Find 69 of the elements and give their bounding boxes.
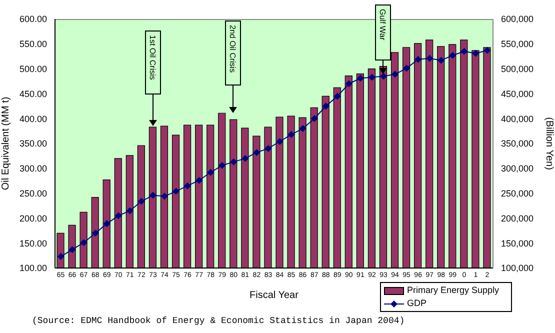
- point: [253, 148, 260, 156]
- point: [92, 230, 99, 237]
- y2-tick-label: 150,000: [501, 238, 534, 248]
- annotation: 1st Oil Crisis: [148, 35, 157, 80]
- y2-tick-label: 400,000: [501, 114, 534, 124]
- point: [126, 207, 134, 214]
- point: [196, 176, 203, 184]
- point: [310, 115, 318, 122]
- y2-axis-title: (Billion Yen): [543, 117, 554, 170]
- point: [230, 158, 238, 166]
- point: [184, 182, 192, 190]
- y2-tick-label: 250,000: [501, 188, 534, 198]
- text: (Source: EDMC Handbook of Energy & Economic Statistics in Japan 2004): [32, 316, 405, 326]
- point: [345, 80, 352, 88]
- x-axis-title: Fiscal Year: [250, 290, 300, 301]
- point: [356, 74, 364, 82]
- point: [103, 220, 110, 228]
- point: [57, 253, 64, 260]
- y2-tick-label: 100,000: [501, 263, 534, 274]
- y-tick-label: 450.00: [19, 88, 47, 99]
- y2-tick-label: 300,000: [501, 164, 534, 174]
- legend-label: GDP: [407, 298, 427, 308]
- point: [288, 131, 295, 138]
- y2-tick-label: 350,000: [501, 138, 534, 149]
- point: [68, 246, 76, 254]
- point: [392, 70, 399, 78]
- y2-tick-label: 200,000: [501, 213, 534, 224]
- point: [161, 192, 168, 200]
- point: [218, 162, 226, 169]
- point: [242, 154, 249, 162]
- y-tick-label: 350.00: [19, 138, 47, 149]
- annotation: Gulf War: [378, 9, 387, 41]
- y-tick-label: 150.00: [19, 238, 47, 248]
- y-tick-label: 600.00: [19, 14, 47, 24]
- y2-tick-label: 500,000: [501, 64, 534, 74]
- legend-label: Primary Energy Supply: [407, 285, 500, 295]
- point: [138, 198, 145, 205]
- point: [207, 168, 214, 176]
- y2-tick-label: 550,000: [501, 39, 534, 50]
- y-axis-title: Oil Equivalent (MM t): [0, 96, 12, 190]
- point: [264, 144, 272, 152]
- y-tick-label: 100.00: [19, 263, 47, 274]
- point: [380, 72, 387, 80]
- y-tick-label: 400.00: [19, 114, 47, 124]
- y-tick-label: 300.00: [19, 164, 47, 174]
- y-tick-label: 250.00: [19, 188, 47, 198]
- point: [484, 46, 491, 54]
- point: [403, 64, 410, 72]
- annotation: 2nd Oil Crisis: [228, 25, 237, 73]
- point: [460, 48, 468, 55]
- y-tick-label: 550.00: [19, 39, 47, 50]
- point: [172, 188, 180, 195]
- point: [299, 125, 306, 132]
- point: [80, 239, 88, 246]
- point: [322, 102, 330, 110]
- point: [414, 56, 422, 63]
- y-tick-label: 200.00: [19, 213, 47, 224]
- y-tick-label: 500.00: [19, 64, 47, 74]
- point: [472, 50, 480, 57]
- point: [149, 192, 156, 199]
- point: [276, 138, 284, 146]
- point: [368, 74, 376, 81]
- point: [426, 54, 434, 62]
- point: [449, 52, 456, 59]
- point: [114, 212, 122, 220]
- y2-tick-label: 600,000: [501, 14, 534, 24]
- y2-tick-label: 450,000: [501, 88, 534, 99]
- point: [334, 92, 341, 100]
- point: [438, 56, 445, 64]
